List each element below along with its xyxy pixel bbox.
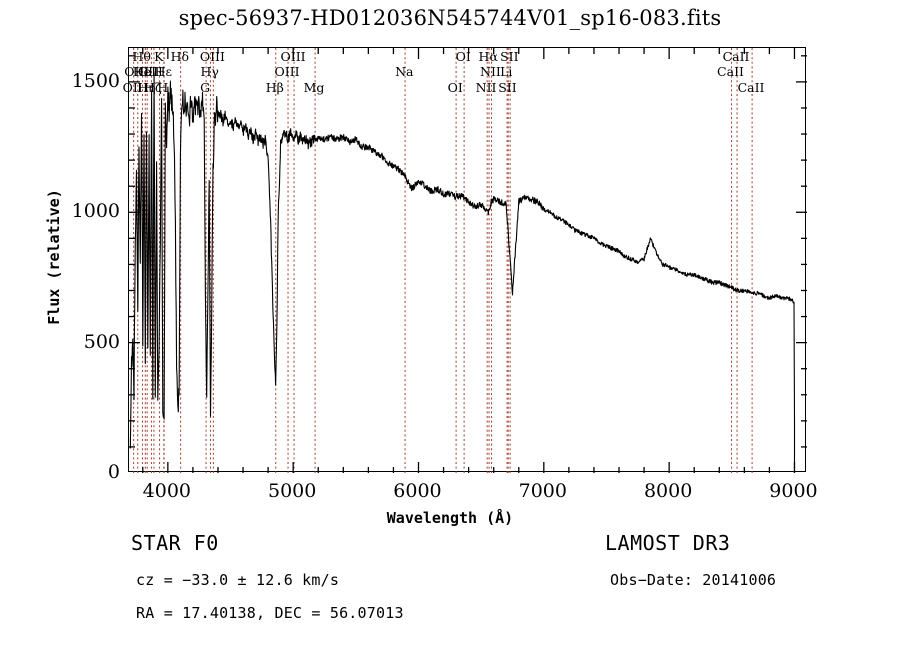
line-label-SII-6731: SII (500, 49, 519, 64)
line-label-Na-5893: Na (395, 64, 414, 79)
line-label-OIII-4363: OIII (199, 49, 225, 64)
x-tick-label-9000: 9000 (769, 480, 818, 502)
line-label-H-3835: Hη (137, 80, 156, 95)
spectrum-plot (129, 48, 807, 473)
line-label-H-3798: Hθ (132, 49, 151, 64)
line-label-OIII-3760: OIII (124, 64, 150, 79)
line-label-HeI-3820: HeI (132, 64, 157, 79)
line-label-Mg-5175: Mg (303, 80, 325, 95)
x-tick-label-6000: 6000 (393, 480, 442, 502)
obs-date: Obs−Date: 20141006 (610, 571, 777, 589)
x-tick-label-7000: 7000 (518, 480, 567, 502)
line-label-H-3970: Hε (154, 64, 172, 79)
line-label-K-3934: K (154, 49, 164, 64)
line-label-NII-6583: NII (480, 64, 501, 79)
line-label-H-3889: Hζ (143, 80, 162, 95)
line-marker-group (133, 48, 753, 473)
line-label-H-4102: Hδ (170, 49, 190, 64)
spectrum-trace (129, 72, 796, 473)
line-label-CaII-8498: CaII (717, 64, 744, 79)
line-label-Li-6707: Li (500, 64, 513, 79)
line-label-CaII-8662: CaII (737, 80, 765, 95)
plot-frame (128, 47, 807, 473)
line-label-H-4340: Hγ (200, 64, 219, 79)
line-label-OIII-5007: OIII (280, 49, 306, 64)
line-label-OI-6300: OI (447, 80, 463, 95)
x-tick-label-4000: 4000 (142, 480, 192, 502)
line-label-OI-6364: OI (455, 49, 471, 64)
line-label-G-4305: G (200, 80, 211, 95)
axis-ticks (129, 48, 807, 473)
x-axis-title: Wavelength (Å) (386, 509, 514, 527)
y-tick-label-0: 0 (107, 461, 120, 483)
line-label-OIII-3869: OIII (137, 64, 163, 79)
coordinates: RA = 17.40138, DEC = 56.07013 (136, 604, 404, 622)
line-label-H-3968: H (157, 80, 169, 95)
y-tick-label-500: 500 (83, 330, 120, 353)
y-axis-title: Flux (relative) (45, 189, 63, 325)
survey-name: LAMOST DR3 (605, 531, 731, 555)
plot-canvas (129, 48, 807, 473)
y-tick-label-1000: 1000 (71, 200, 120, 223)
line-label-OIII-4959: OIII (274, 64, 300, 79)
line-label-SII-6716: SII (498, 80, 517, 95)
line-label-H-6563: Hα (478, 49, 498, 64)
x-tick-label-8000: 8000 (643, 480, 693, 502)
y-tick-label-1500: 1500 (71, 69, 120, 92)
x-tick-label-5000: 5000 (267, 480, 317, 502)
line-label-OII-3727: OII (122, 80, 143, 95)
page-title: spec-56937-HD012036N545744V01_sp16-083.f… (178, 6, 722, 30)
object-class: STAR F0 (131, 531, 219, 555)
radial-velocity: cz = −33.0 ± 12.6 km/s (136, 571, 340, 589)
line-label-H-4861: Hβ (265, 80, 284, 95)
line-label-CaII-8542: CaII (722, 49, 750, 64)
line-label-NII-6548: NII (475, 80, 497, 95)
